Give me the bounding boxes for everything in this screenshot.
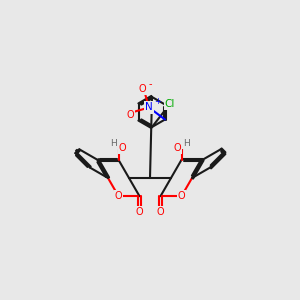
Text: Cl: Cl	[165, 99, 175, 109]
Text: O: O	[126, 110, 134, 121]
Text: O: O	[178, 191, 185, 201]
Text: O: O	[174, 143, 181, 153]
Text: -: -	[149, 80, 152, 89]
Text: O: O	[136, 207, 143, 217]
Text: O: O	[157, 207, 164, 217]
Text: O: O	[115, 191, 122, 201]
Text: H: H	[183, 139, 190, 148]
Text: +: +	[154, 98, 161, 106]
Text: N: N	[145, 103, 153, 112]
Text: O: O	[138, 85, 146, 94]
Text: O: O	[119, 143, 126, 153]
Text: H: H	[110, 139, 117, 148]
